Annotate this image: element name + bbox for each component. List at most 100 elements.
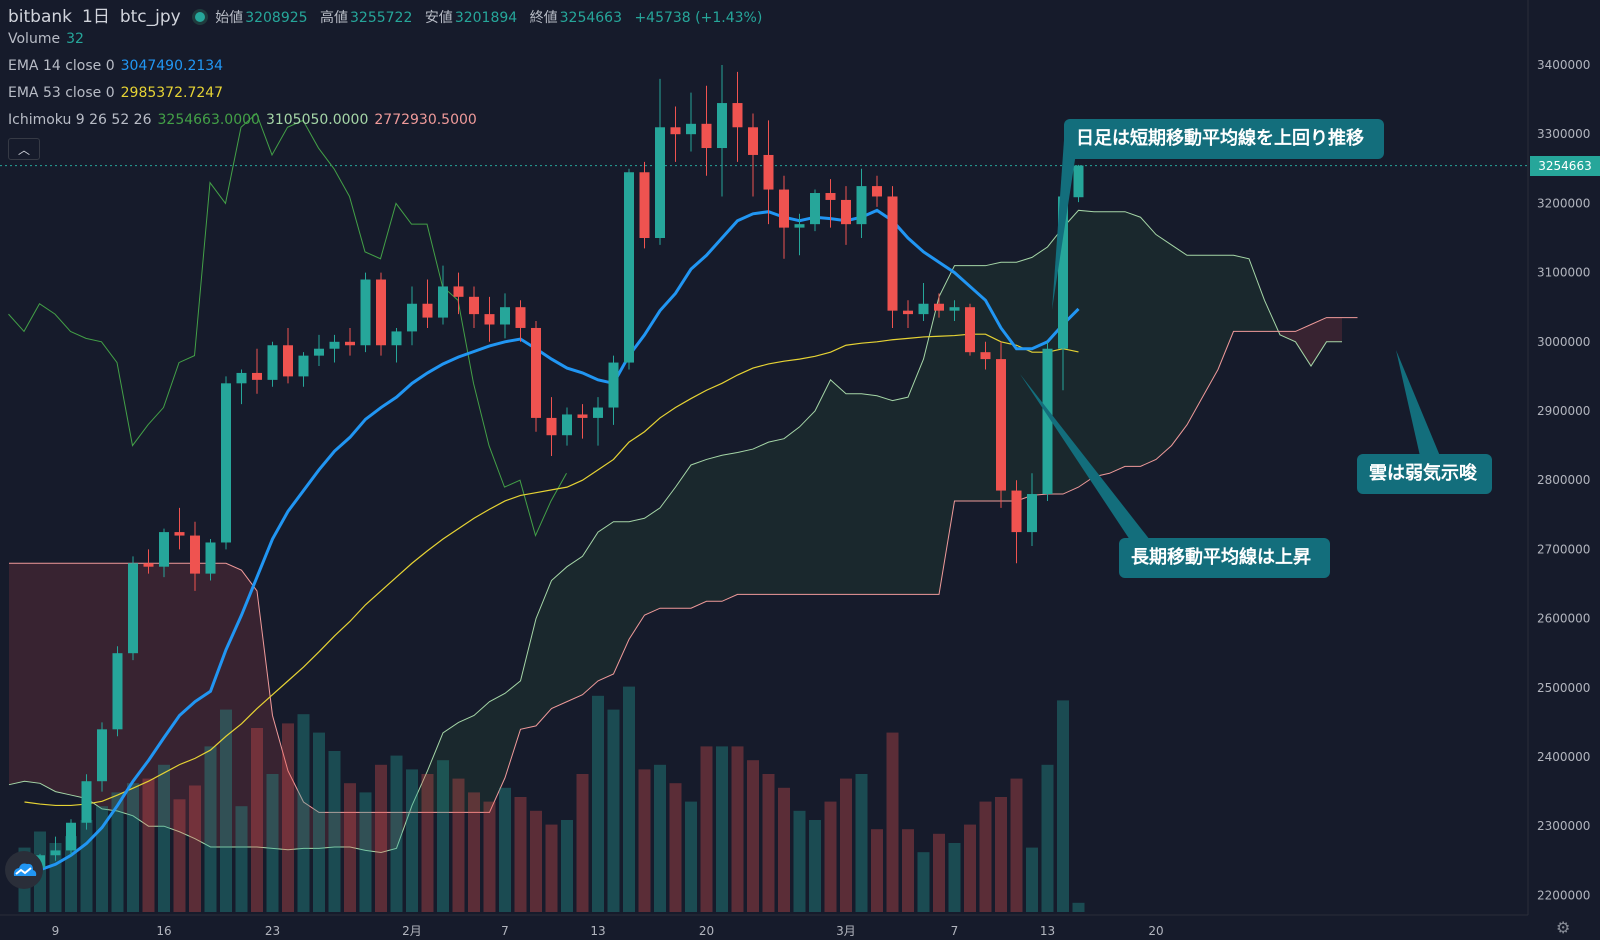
interval[interactable]: 1日 bbox=[82, 7, 110, 27]
volume-bar bbox=[390, 755, 403, 912]
tradingview-logo[interactable] bbox=[5, 851, 43, 889]
volume-bar bbox=[328, 751, 341, 912]
cloud-segment bbox=[520, 618, 536, 730]
volume-bar bbox=[514, 797, 527, 912]
volume-bar bbox=[545, 824, 558, 912]
volume-bar bbox=[793, 810, 806, 912]
ema53-legend[interactable]: EMA 53 close 0 2985372.7247 bbox=[8, 85, 229, 101]
cloud-segment bbox=[877, 395, 893, 595]
volume-bar bbox=[638, 769, 651, 912]
candle-body bbox=[500, 307, 510, 325]
cloud-segment bbox=[706, 455, 722, 602]
volume-bar bbox=[437, 760, 449, 912]
candle-body bbox=[1073, 165, 1084, 198]
cloud-segment bbox=[846, 393, 862, 595]
candle-body bbox=[903, 310, 913, 315]
cloud-segment bbox=[1233, 255, 1249, 332]
candle-body bbox=[825, 193, 836, 200]
time-tick-label: 7 bbox=[501, 924, 509, 938]
short-ma-pointer bbox=[1052, 140, 1078, 310]
collapse-legend-button[interactable]: ︿ bbox=[8, 138, 40, 160]
cloud-segment bbox=[861, 393, 877, 595]
price-tick-label: 2200000 bbox=[1537, 888, 1590, 902]
candle-body bbox=[577, 414, 588, 418]
candle-body bbox=[887, 196, 898, 311]
cloud-segment bbox=[272, 715, 288, 850]
candle-body bbox=[267, 345, 278, 380]
time-tick-label: 20 bbox=[1148, 924, 1163, 938]
candle-body bbox=[779, 189, 789, 228]
cloud-segment bbox=[598, 521, 614, 681]
volume-bar bbox=[1041, 764, 1054, 912]
candle-body bbox=[360, 279, 371, 346]
candle-body bbox=[546, 417, 557, 436]
candle-body bbox=[221, 383, 231, 543]
ichimoku-cloud bbox=[8, 209, 1358, 854]
volume-legend[interactable]: Volume 32 bbox=[8, 31, 90, 47]
volume-bar bbox=[297, 714, 310, 912]
cloud-segment bbox=[1311, 317, 1327, 367]
market-status-icon bbox=[194, 11, 205, 22]
ema14-legend[interactable]: EMA 14 close 0 3047490.2134 bbox=[8, 58, 229, 74]
exchange-name[interactable]: bitbank bbox=[8, 7, 73, 27]
volume-bar bbox=[220, 709, 232, 912]
candle-body bbox=[66, 822, 76, 851]
cloud-segment bbox=[1109, 211, 1125, 474]
cloud-segment bbox=[1280, 331, 1296, 342]
candle-body bbox=[484, 314, 495, 325]
candle-body bbox=[128, 563, 138, 654]
volume-bar bbox=[1010, 778, 1023, 912]
time-tick-label: 2月 bbox=[402, 924, 422, 938]
callout-short-ma[interactable]: 日足は短期移動平均線を上回り推移 bbox=[1064, 119, 1384, 159]
cloud-segment bbox=[195, 563, 211, 847]
open-label: 始値 bbox=[215, 10, 244, 26]
ichimoku-value-1: 3254663.0000 bbox=[157, 112, 260, 128]
cloud-segment bbox=[241, 570, 257, 847]
price-tick-label: 3200000 bbox=[1537, 196, 1590, 210]
ichimoku-value-2: 3105050.0000 bbox=[265, 112, 369, 128]
candle-body bbox=[872, 186, 882, 197]
gear-icon[interactable]: ⚙ bbox=[1556, 918, 1571, 937]
volume-bar bbox=[840, 778, 852, 912]
cloud-segment bbox=[1125, 211, 1141, 467]
candle-body bbox=[965, 307, 975, 353]
current-price-tag: 3254663 bbox=[1530, 155, 1600, 176]
cloud-segment bbox=[1094, 211, 1110, 477]
callout-long-ma[interactable]: 長期移動平均線は上昇 bbox=[1119, 538, 1330, 578]
cloud-segment bbox=[644, 507, 660, 616]
price-tick-label: 3300000 bbox=[1537, 127, 1590, 141]
cloud-segment bbox=[1295, 324, 1311, 367]
volume-bar bbox=[189, 785, 201, 912]
volume-bar bbox=[995, 797, 1007, 912]
volume-bar bbox=[282, 723, 294, 912]
low-label: 安値 bbox=[424, 10, 453, 26]
cloud-segment bbox=[691, 459, 707, 609]
price-axis[interactable]: 3400000 3300000 3200000 3100000 3000000 29000… bbox=[1537, 58, 1590, 902]
cloud-segment bbox=[458, 715, 474, 813]
volume-bar bbox=[266, 774, 279, 912]
cloud-segment bbox=[536, 580, 552, 726]
candle-body bbox=[949, 307, 960, 311]
callout-cloud[interactable]: 雲は弱気示唆 bbox=[1357, 454, 1492, 494]
symbol-name[interactable]: btc_jpy bbox=[119, 7, 181, 27]
time-axis[interactable]: 9 16 23 2月 7 13 20 3月 7 13 20 bbox=[52, 924, 1164, 938]
candle-body bbox=[190, 535, 200, 574]
ichimoku-legend[interactable]: Ichimoku 9 26 52 26 3254663.0000 3105050.0… bbox=[8, 112, 483, 128]
cloud-segment bbox=[567, 556, 583, 702]
volume-bar bbox=[886, 732, 899, 912]
candle-body bbox=[562, 414, 572, 436]
candle-body bbox=[329, 341, 340, 349]
candlesticks bbox=[19, 65, 1084, 882]
cloud-segment bbox=[164, 563, 180, 832]
chevron-up-icon: ︿ bbox=[17, 143, 30, 157]
high-value: 3255722 bbox=[350, 10, 413, 26]
candle-body bbox=[531, 327, 541, 418]
cloud-segment bbox=[582, 532, 598, 695]
volume-bar bbox=[375, 764, 387, 912]
volume-bar bbox=[576, 774, 589, 912]
price-tick-label: 2900000 bbox=[1537, 404, 1590, 418]
candle-body bbox=[97, 729, 107, 782]
candle-body bbox=[655, 127, 665, 238]
volume-bar bbox=[499, 787, 511, 912]
volume-bar bbox=[406, 769, 418, 912]
